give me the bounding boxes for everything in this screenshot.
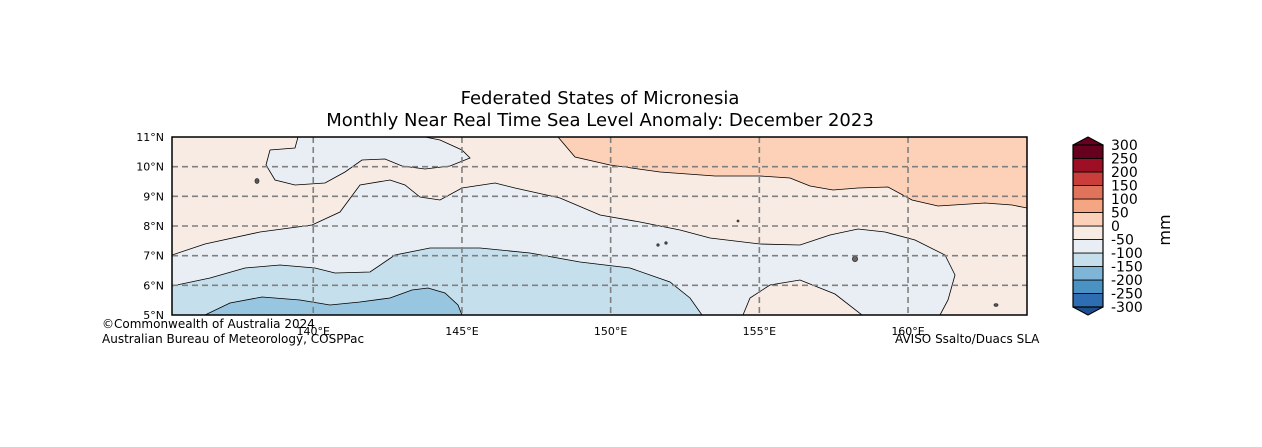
colorbar-segment <box>1072 293 1104 308</box>
colorbar-segment <box>1072 225 1104 240</box>
colorbar-segment <box>1072 158 1104 173</box>
anomaly-region-minus100-to-minus50 <box>172 247 703 315</box>
island-marker <box>656 243 660 247</box>
y-axis-ticks: 5°N 6°N 7°N 8°N 9°N 10°N 11°N <box>136 131 164 322</box>
colorbar-tick-label: 150 <box>1111 179 1138 195</box>
y-tick-label: 5°N <box>143 309 164 322</box>
map-frame <box>171 136 1028 316</box>
y-tick-label: 10°N <box>136 161 164 174</box>
source-credit: Australian Bureau of Meteorology, COSPPa… <box>102 332 365 346</box>
colorbar-tick-label: -150 <box>1111 260 1143 276</box>
colorbar-segment <box>1072 171 1104 186</box>
colorbar-tick-label: 200 <box>1111 165 1138 181</box>
island-marker <box>852 255 859 262</box>
colorbar-tick-label: 50 <box>1111 206 1129 222</box>
y-tick-label: 8°N <box>143 220 164 233</box>
colorbar-segment <box>1072 252 1104 267</box>
colorbar-tick-label: -50 <box>1111 233 1134 249</box>
colorbar-segment <box>1072 212 1104 227</box>
island-marker <box>254 178 260 184</box>
colorbar-unit-label: mm <box>1155 214 1174 245</box>
x-tick-label: 155°E <box>743 325 776 338</box>
colorbar-tick-label: 300 <box>1111 138 1138 154</box>
colorbar: -300-250-200-150-100-5005010015020025030… <box>1072 136 1174 316</box>
anomaly-region-50-to-100 <box>557 137 1027 209</box>
colorbar-extend-min <box>1072 306 1104 316</box>
x-tick-label: 140°E <box>297 325 330 338</box>
colorbar-segment <box>1072 279 1104 294</box>
colorbar-tick-label: -300 <box>1111 300 1143 316</box>
colorbar-segment <box>1072 198 1104 213</box>
colorbar-extend-max <box>1072 136 1104 146</box>
colorbar-tick-label: 250 <box>1111 152 1138 168</box>
gridlines <box>172 137 1027 315</box>
chart-subtitle: Monthly Near Real Time Sea Level Anomaly… <box>326 110 874 131</box>
copyright-credit: ©Commonwealth of Australia 2024 <box>102 317 315 331</box>
island-marker <box>736 219 740 223</box>
colorbar-tick-label: -200 <box>1111 273 1143 289</box>
colorbar-tick-label: -250 <box>1111 287 1143 303</box>
y-tick-label: 7°N <box>143 250 164 263</box>
colorbar-segment <box>1072 185 1104 200</box>
contour-fills <box>172 137 1027 315</box>
colorbar-segment <box>1072 266 1104 281</box>
colorbar-segment <box>1072 239 1104 254</box>
island-marker <box>664 241 668 245</box>
x-axis-ticks: 140°E 145°E 150°E 155°E 160°E <box>297 325 925 338</box>
data-source-credit: AVISO Ssalto/Duacs SLA <box>895 332 1040 346</box>
anomaly-region-0-to-50-south <box>742 279 863 315</box>
anomaly-region-minus150-to-minus100 <box>204 287 463 315</box>
colorbar-tick-label: -100 <box>1111 246 1143 262</box>
island-marker <box>993 303 999 307</box>
y-tick-label: 11°N <box>136 131 164 144</box>
colorbar-segment <box>1072 144 1104 159</box>
y-tick-label: 9°N <box>143 190 164 203</box>
x-tick-label: 160°E <box>891 325 924 338</box>
chart-title: Federated States of Micronesia <box>460 88 740 109</box>
colorbar-tick-label: 0 <box>1111 219 1120 235</box>
x-tick-label: 145°E <box>445 325 478 338</box>
y-tick-label: 6°N <box>143 279 164 292</box>
x-tick-label: 150°E <box>594 325 627 338</box>
colorbar-frame <box>1072 144 1104 308</box>
colorbar-tick-label: 100 <box>1111 192 1138 208</box>
anomaly-region-minus50-to-0-north <box>265 137 471 186</box>
